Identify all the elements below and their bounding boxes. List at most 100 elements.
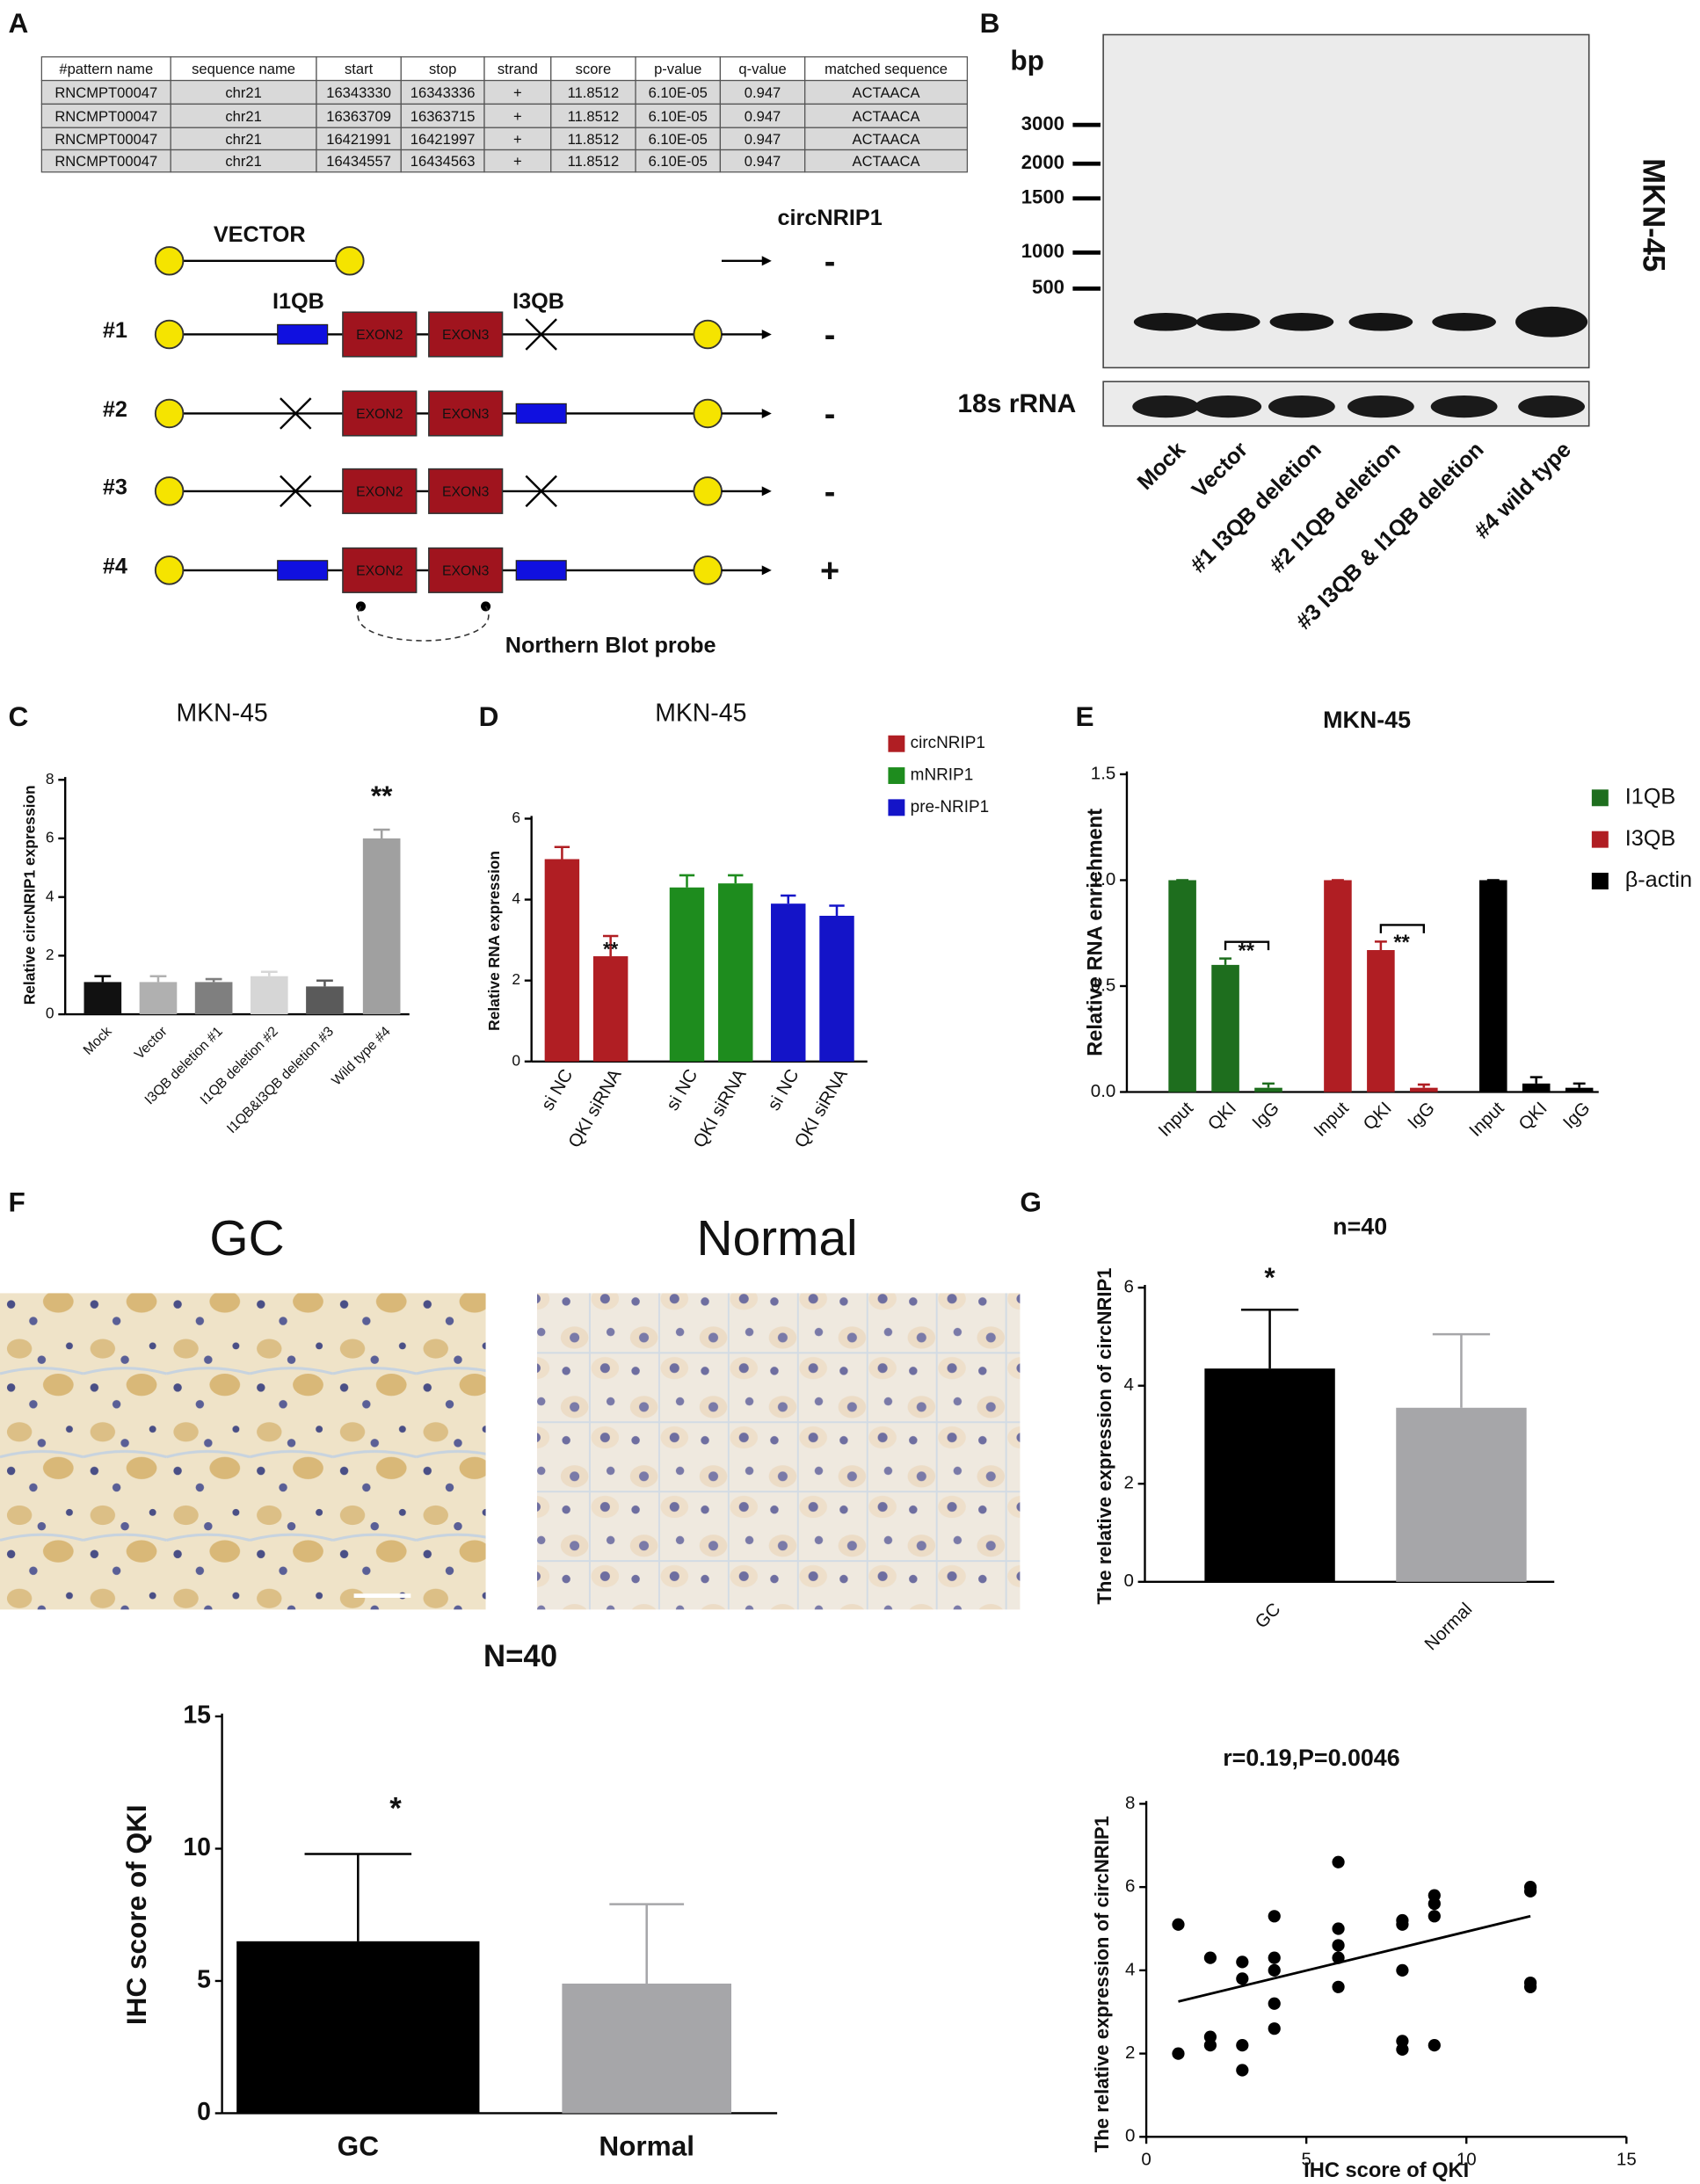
exon — [342, 390, 418, 437]
x-tick-label: Normal — [1420, 1599, 1476, 1654]
table-cell — [400, 79, 485, 105]
arrow-head — [761, 486, 772, 497]
legend-swatch — [1591, 831, 1609, 848]
scatter-point — [1523, 1980, 1537, 1993]
x-tick-label: si NC — [662, 1065, 701, 1114]
y-tick-label: 6 — [1125, 1876, 1135, 1897]
x-tick-label: 10 — [1457, 2150, 1477, 2170]
y-tick-label: 6 — [46, 829, 54, 846]
bar — [1396, 1407, 1527, 1582]
exon-label: EXON2 — [356, 328, 403, 343]
bar — [544, 859, 580, 1062]
exon — [428, 547, 504, 593]
table-cell — [804, 149, 969, 173]
scatter-point — [1332, 1922, 1345, 1935]
x-tick-label: si NC — [764, 1065, 803, 1114]
scatter-point — [1236, 1955, 1249, 1969]
ladder-label: 1000 — [1021, 240, 1064, 262]
y-tick-label: 6 — [1123, 1277, 1133, 1297]
error-bar — [316, 979, 333, 987]
scatter-point — [1523, 1884, 1537, 1897]
table-text: chr21 — [225, 84, 261, 101]
result-title: circNRIP1 — [777, 206, 882, 230]
bar — [592, 956, 628, 1062]
table-cell — [316, 127, 402, 151]
table-header: q-value — [738, 61, 786, 77]
photo-title: GC — [209, 1211, 284, 1266]
x-tick-label: IgG — [1404, 1098, 1439, 1133]
vector-end — [693, 555, 723, 585]
construct-label: #2 — [103, 397, 127, 422]
table-text: chr21 — [225, 108, 261, 125]
y-tick-label: 0 — [1125, 2126, 1135, 2146]
table-text: 11.8512 — [568, 84, 620, 101]
table-text: + — [513, 108, 522, 125]
table-text: 16434563 — [410, 153, 476, 170]
vector-label: VECTOR — [214, 222, 306, 247]
x-tick-label: 5 — [1301, 2150, 1311, 2170]
x-tick-label: QKI — [1515, 1098, 1551, 1134]
ladder-label: 1500 — [1021, 186, 1064, 208]
table-text: 16363709 — [326, 108, 391, 125]
table-text: ACTAACA — [853, 131, 921, 148]
result-sign: - — [825, 396, 836, 433]
scatter-point — [1428, 2039, 1441, 2052]
legend-swatch — [888, 735, 905, 752]
exon-label: EXON3 — [442, 407, 490, 422]
error-bar — [1432, 1332, 1491, 1408]
error-bar — [260, 970, 278, 976]
legend-swatch — [1591, 789, 1609, 807]
y-tick-label: 2 — [46, 946, 54, 963]
error-bar — [1417, 1083, 1430, 1088]
scatter-point — [1428, 1897, 1441, 1911]
x-tick-label: 15 — [1616, 2150, 1637, 2170]
x-tick-label: Wild type #4 — [329, 1024, 394, 1089]
vector-end — [154, 555, 185, 585]
lane-label: Mock — [1133, 437, 1191, 495]
scatter-point — [1268, 1963, 1281, 1977]
blot-band — [1269, 313, 1334, 331]
table-cell — [550, 79, 636, 105]
exon-label: EXON2 — [356, 407, 403, 422]
table-cell — [804, 56, 969, 82]
error-bar — [94, 975, 112, 983]
legend-label: pre-NRIP1 — [911, 798, 989, 816]
table-header: stop — [429, 61, 456, 77]
table-text: ACTAACA — [853, 108, 921, 125]
legend-label: circNRIP1 — [911, 734, 985, 752]
y-tick-label: 10 — [183, 1833, 211, 1861]
intron-element — [277, 560, 329, 581]
result-sign: - — [825, 243, 836, 280]
table-text: 16343336 — [410, 84, 476, 101]
scatter-point — [1268, 2022, 1281, 2035]
chart-title: MKN-45 — [655, 700, 746, 728]
error-bar — [554, 845, 570, 860]
x-tick-label: IgG — [1248, 1098, 1283, 1133]
cell-line: MKN-45 — [1637, 158, 1670, 272]
blot-band — [1515, 306, 1588, 337]
arrow-head — [761, 565, 772, 576]
deletion-mark — [280, 475, 312, 508]
error-bar — [1262, 1082, 1275, 1088]
panel-label: D — [479, 700, 499, 732]
error-bar — [373, 828, 390, 838]
table-text: 16343330 — [326, 84, 391, 101]
table-text: chr21 — [225, 131, 261, 148]
blot-band — [1432, 313, 1496, 331]
blot-band — [1133, 313, 1198, 331]
panel-label: E — [1076, 700, 1094, 732]
bar — [1254, 1087, 1282, 1092]
table-text: 6.10E-05 — [649, 108, 708, 125]
vector-end — [335, 246, 365, 276]
x-tick-label: Vector — [132, 1024, 171, 1063]
bar — [669, 887, 705, 1062]
x-tick-label: 0 — [1141, 2150, 1151, 2170]
ihc-photo-normal — [536, 1293, 1021, 1610]
table-text: 6.10E-05 — [649, 84, 708, 101]
bar — [562, 1983, 732, 2114]
x-tick-label: I1QB&I3QB deletion #3 — [224, 1024, 337, 1136]
intron-element — [277, 323, 329, 345]
ladder-label: 3000 — [1021, 112, 1064, 134]
table-text: + — [513, 131, 522, 148]
y-tick-label: 8 — [46, 770, 54, 787]
